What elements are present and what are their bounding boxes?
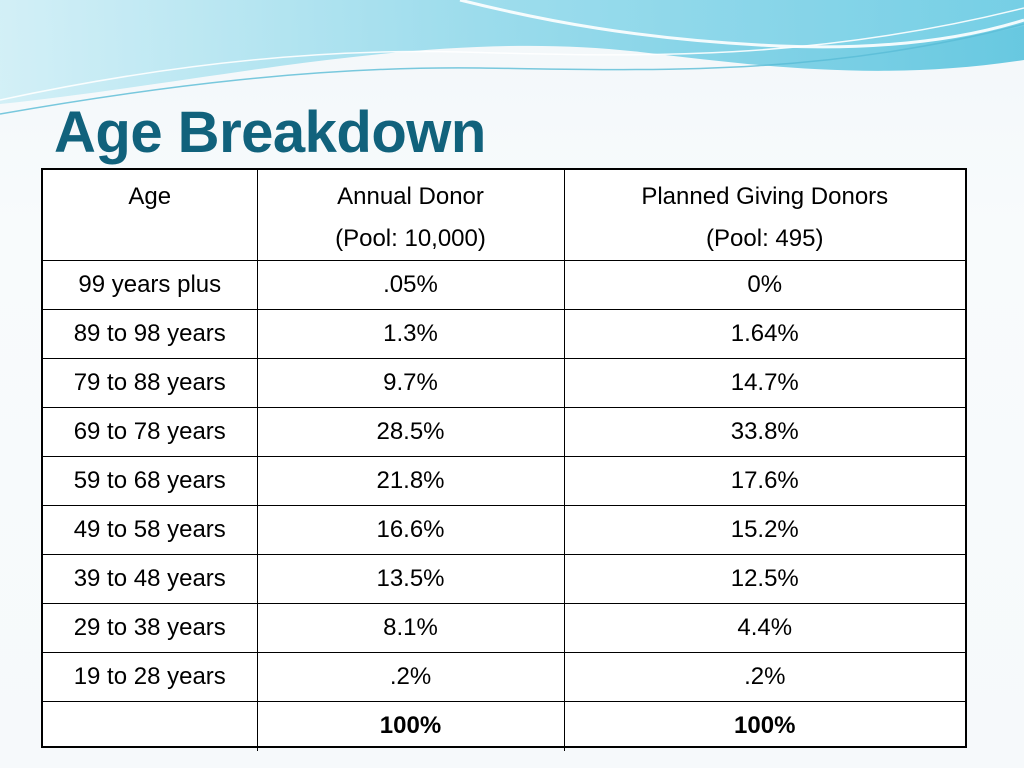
header-planned-giving-label: Planned Giving Donors [641,183,889,210]
table-row: 79 to 88 years 9.7% 14.7% [43,358,965,408]
age-cell: 99 years plus [43,260,258,310]
annual-donor-cell: 8.1% [256,603,565,653]
header-planned-giving-pool: (Pool: 495) [706,225,824,252]
header-annual-donor-pool: (Pool: 10,000) [335,225,486,252]
planned-giving-cell: 15.2% [563,505,965,555]
annual-donor-cell: 21.8% [256,456,565,506]
age-cell: 79 to 88 years [43,358,258,408]
age-cell: 69 to 78 years [43,407,258,457]
table-row: 29 to 38 years 8.1% 4.4% [43,603,965,653]
age-cell: 49 to 58 years [43,505,258,555]
table-row: 99 years plus .05% 0% [43,260,965,310]
header-age: Age [43,170,258,261]
table-row: 59 to 68 years 21.8% 17.6% [43,456,965,506]
planned-giving-cell: 14.7% [563,358,965,408]
table-total-row: 100% 100% [43,701,965,751]
wave-line-white [459,0,1024,49]
wave-line-upper [0,7,1024,101]
annual-donor-cell: 16.6% [256,505,565,555]
age-cell: 39 to 48 years [43,554,258,604]
table-row: 89 to 98 years 1.3% 1.64% [43,309,965,359]
annual-donor-cell: 9.7% [256,358,565,408]
total-planned-giving-cell: 100% [563,701,965,751]
planned-giving-cell: 1.64% [563,309,965,359]
planned-giving-cell: 12.5% [563,554,965,604]
header-annual-donor-label: Annual Donor [337,183,484,210]
planned-giving-cell: 33.8% [563,407,965,457]
annual-donor-cell: 13.5% [256,554,565,604]
age-cell: 29 to 38 years [43,603,258,653]
total-annual-donor-cell: 100% [256,701,565,751]
table-header-row: Age Annual Donor (Pool: 10,000) Planned … [43,170,965,261]
table-row: 49 to 58 years 16.6% 15.2% [43,505,965,555]
age-cell: 19 to 28 years [43,652,258,702]
header-age-label: Age [128,183,172,210]
annual-donor-cell: .05% [256,260,565,310]
planned-giving-cell: 0% [563,260,965,310]
breakdown-table-grid: Age Annual Donor (Pool: 10,000) Planned … [43,170,965,751]
table-row: 39 to 48 years 13.5% 12.5% [43,554,965,604]
wave-decoration [0,0,1024,115]
slide-title: Age Breakdown [54,100,486,165]
wave-shape-back [0,0,1024,47]
total-age-cell [43,701,258,751]
age-cell: 89 to 98 years [43,309,258,359]
age-cell: 59 to 68 years [43,456,258,506]
annual-donor-cell: .2% [256,652,565,702]
wave-line-lower [0,23,1024,115]
annual-donor-cell: 1.3% [256,309,565,359]
table-row: 19 to 28 years .2% .2% [43,652,965,702]
planned-giving-cell: .2% [563,652,965,702]
header-annual-donor: Annual Donor (Pool: 10,000) [256,170,565,261]
planned-giving-cell: 4.4% [563,603,965,653]
header-planned-giving: Planned Giving Donors (Pool: 495) [563,170,965,261]
planned-giving-cell: 17.6% [563,456,965,506]
table-row: 69 to 78 years 28.5% 33.8% [43,407,965,457]
age-breakdown-table: Age Annual Donor (Pool: 10,000) Planned … [41,168,967,751]
annual-donor-cell: 28.5% [256,407,565,457]
